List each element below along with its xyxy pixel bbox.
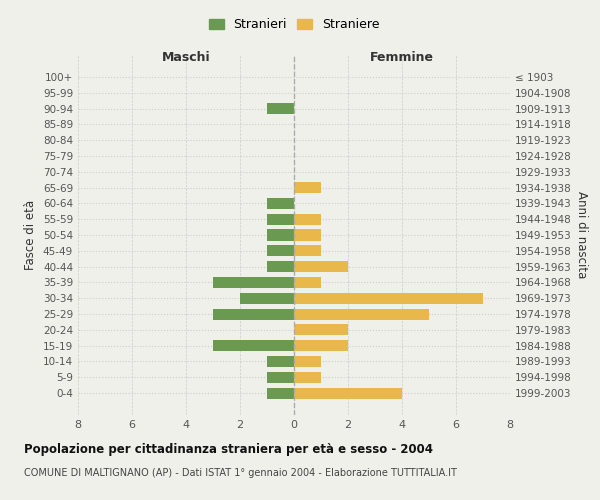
Bar — [267, 372, 294, 383]
Bar — [213, 308, 294, 320]
Y-axis label: Anni di nascita: Anni di nascita — [575, 192, 588, 278]
Bar — [267, 356, 294, 367]
Bar — [294, 246, 321, 256]
Bar — [294, 277, 321, 288]
Text: Femmine: Femmine — [370, 51, 434, 64]
Bar — [294, 214, 321, 224]
Bar — [267, 103, 294, 114]
Bar — [294, 372, 321, 383]
Text: Popolazione per cittadinanza straniera per età e sesso - 2004: Popolazione per cittadinanza straniera p… — [24, 442, 433, 456]
Bar — [294, 308, 429, 320]
Bar — [267, 388, 294, 398]
Bar — [213, 340, 294, 351]
Bar — [213, 277, 294, 288]
Bar — [267, 246, 294, 256]
Bar — [294, 356, 321, 367]
Bar — [294, 261, 348, 272]
Text: Maschi: Maschi — [161, 51, 211, 64]
Y-axis label: Fasce di età: Fasce di età — [25, 200, 37, 270]
Bar — [294, 388, 402, 398]
Bar — [240, 292, 294, 304]
Legend: Stranieri, Straniere: Stranieri, Straniere — [205, 14, 383, 35]
Bar — [267, 230, 294, 240]
Bar — [294, 292, 483, 304]
Text: COMUNE DI MALTIGNANO (AP) - Dati ISTAT 1° gennaio 2004 - Elaborazione TUTTITALIA: COMUNE DI MALTIGNANO (AP) - Dati ISTAT 1… — [24, 468, 457, 477]
Bar — [294, 230, 321, 240]
Bar — [267, 261, 294, 272]
Bar — [267, 198, 294, 209]
Bar — [294, 340, 348, 351]
Bar — [294, 182, 321, 193]
Bar — [294, 324, 348, 336]
Bar — [267, 214, 294, 224]
